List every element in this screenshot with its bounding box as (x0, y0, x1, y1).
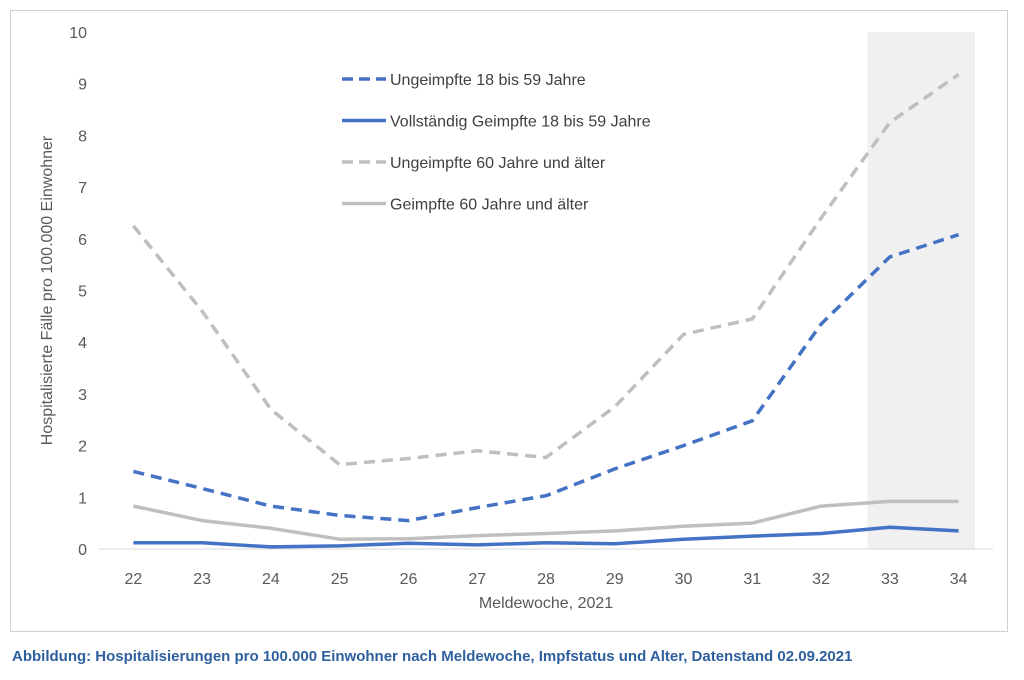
y-tick-label: 6 (78, 232, 87, 249)
y-tick-label: 7 (78, 180, 87, 197)
series-lines (132, 72, 960, 549)
x-tick-label: 26 (400, 571, 418, 588)
y-tick-label: 5 (78, 284, 87, 301)
x-tick-label: 24 (262, 571, 280, 588)
legend-label-1: Ungeimpfte 18 bis 59 Jahre (390, 72, 586, 89)
x-tick-label: 32 (812, 571, 830, 588)
legend-label-2: Vollständig Geimpfte 18 bis 59 Jahre (390, 114, 651, 131)
y-tick-label: 4 (78, 335, 87, 352)
legend-label-3: Ungeimpfte 60 Jahre und älter (390, 155, 606, 172)
y-tick-label: 0 (78, 542, 87, 559)
x-tick-label: 34 (950, 571, 968, 588)
x-tick-label: 28 (537, 571, 555, 588)
y-axis-title: Hospitalisierte Fälle pro 100.000 Einwoh… (39, 135, 56, 445)
x-tick-label: 22 (124, 571, 142, 588)
x-tick-label: 33 (881, 571, 899, 588)
x-tick-label: 25 (331, 571, 349, 588)
series-line-3 (132, 72, 960, 467)
x-tick-label: 30 (675, 571, 693, 588)
y-tick-label: 1 (78, 490, 87, 507)
y-tick-label: 9 (78, 77, 87, 94)
legend-label-4: Geimpfte 60 Jahre und älter (390, 197, 589, 214)
x-tick-label: 31 (743, 571, 761, 588)
series-line-2 (133, 525, 959, 549)
figure-caption: Abbildung: Hospitalisierungen pro 100.00… (12, 648, 853, 665)
x-axis-title: Meldewoche, 2021 (479, 595, 613, 612)
chart-frame: 0 1 2 3 4 5 6 7 8 9 10 22 23 24 25 26 27 28 29 30 31 32 33 34 U… (10, 10, 1008, 632)
y-tick-label: 10 (69, 25, 87, 42)
y-tick-label: 8 (78, 128, 87, 145)
highlight-rect (867, 32, 975, 549)
x-tick-label: 29 (606, 571, 624, 588)
legend: Ungeimpfte 18 bis 59 Jahre Vollständig Ge… (342, 72, 651, 214)
x-tick-label: 27 (468, 571, 486, 588)
highlight-region (867, 32, 975, 549)
y-tick-label: 3 (78, 387, 87, 404)
y-tick-label: 2 (78, 439, 87, 456)
series-line-1 (132, 233, 960, 523)
x-tick-label: 23 (193, 571, 211, 588)
series-line-4 (133, 499, 959, 541)
